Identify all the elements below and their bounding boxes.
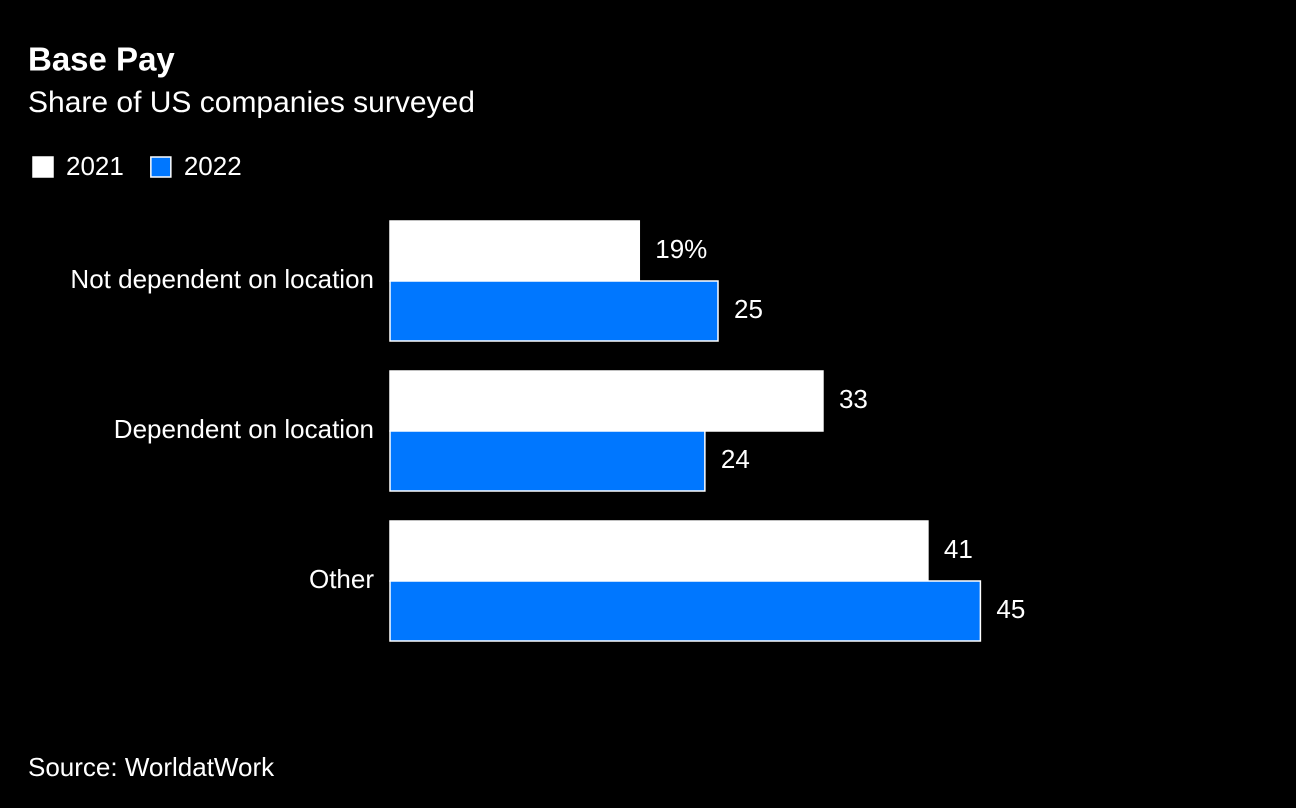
bar xyxy=(389,430,706,492)
bar xyxy=(389,220,641,282)
bar xyxy=(389,370,824,432)
legend-label: 2021 xyxy=(66,151,124,181)
value-label: 25 xyxy=(734,294,763,324)
category-label: Other xyxy=(309,564,374,594)
legend-swatch xyxy=(32,156,54,178)
bar xyxy=(389,520,929,582)
category-label: Not dependent on location xyxy=(70,264,374,294)
value-label: 24 xyxy=(721,444,750,474)
legend-label: 2022 xyxy=(184,151,242,181)
chart-subtitle: Share of US companies surveyed xyxy=(28,86,475,119)
value-label: 41 xyxy=(944,534,973,564)
value-label: 33 xyxy=(839,384,868,414)
category-label: Dependent on location xyxy=(114,414,374,444)
value-label: 19% xyxy=(655,234,707,264)
source: Source: WorldatWork xyxy=(28,752,275,782)
bar xyxy=(389,580,982,642)
bar xyxy=(389,280,719,342)
chart-title: Base Pay xyxy=(28,41,175,78)
value-label: 45 xyxy=(996,594,1025,624)
legend-swatch xyxy=(150,156,172,178)
